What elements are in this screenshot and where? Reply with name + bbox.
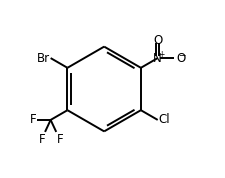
Text: O: O <box>152 34 162 47</box>
Text: Cl: Cl <box>158 113 169 126</box>
Text: F: F <box>38 133 45 146</box>
Text: +: + <box>158 50 164 59</box>
Text: F: F <box>30 113 36 126</box>
Text: N: N <box>153 52 161 65</box>
Text: F: F <box>57 133 63 146</box>
Text: Br: Br <box>36 52 50 65</box>
Text: −: − <box>177 50 185 59</box>
Text: O: O <box>176 52 185 65</box>
